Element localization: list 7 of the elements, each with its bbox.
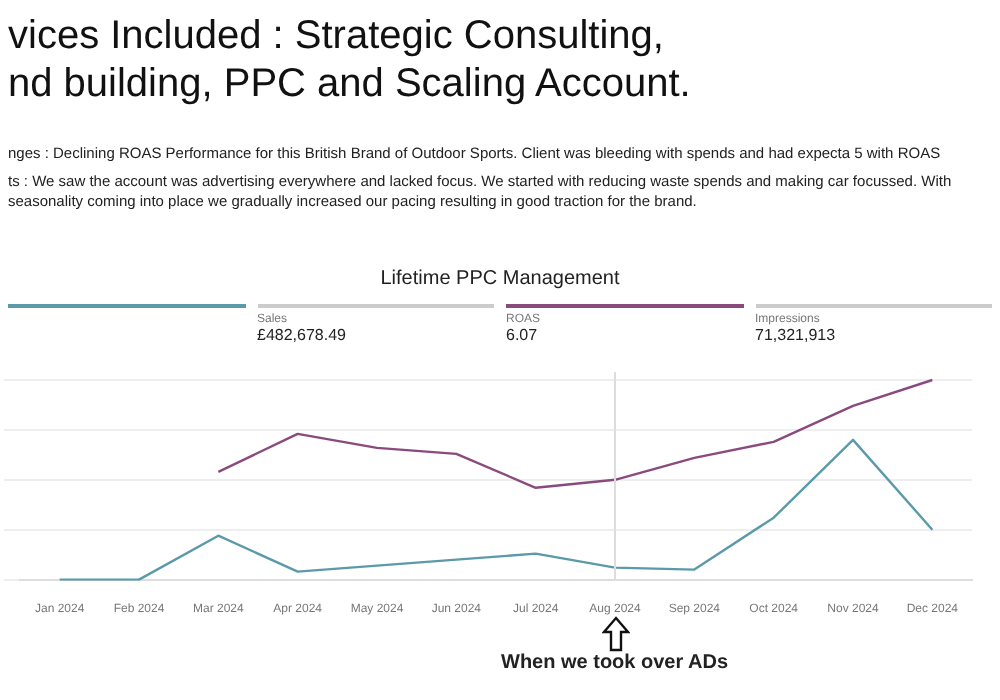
- text: 6.07: [506, 326, 540, 344]
- text: When we took over ADs: [501, 652, 729, 674]
- text: Lifetime PPC Management: [378, 268, 622, 290]
- chart-title: vices Included : Strategic Consulting,: [8, 14, 664, 58]
- text: 71,321,913: [755, 326, 838, 344]
- text: £482,678.49: [257, 326, 348, 344]
- chart-subtitle: nd building, PPC and Scaling Account.: [8, 62, 691, 106]
